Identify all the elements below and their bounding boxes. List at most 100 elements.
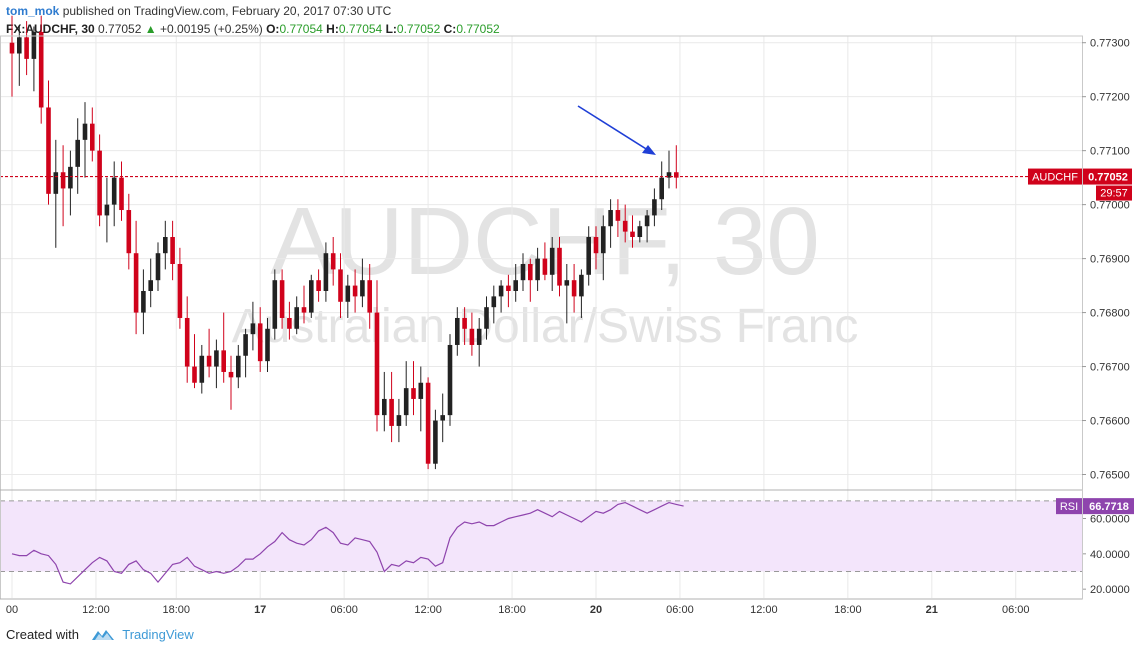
candle-body bbox=[440, 415, 445, 421]
price-tick-label: 0.77100 bbox=[1090, 146, 1130, 158]
candle-body bbox=[272, 280, 278, 329]
candle-body bbox=[674, 172, 679, 178]
created-with-text: Created with bbox=[6, 627, 79, 642]
price-tick-label: 0.76700 bbox=[1090, 362, 1130, 374]
candle-body bbox=[330, 253, 336, 270]
candle-body bbox=[309, 280, 314, 313]
candle-body bbox=[382, 398, 387, 416]
watermark-name: Australian Dollar/Swiss Franc bbox=[232, 300, 859, 353]
candle-body bbox=[411, 388, 416, 399]
candle-body bbox=[214, 350, 219, 367]
price-tick-label: 0.77000 bbox=[1090, 200, 1130, 212]
candle-body bbox=[279, 280, 285, 318]
time-tick-label: 06:00 bbox=[666, 604, 694, 616]
time-tick-label: 12:00 bbox=[750, 604, 778, 616]
candle-body bbox=[9, 42, 15, 54]
candle-body bbox=[228, 371, 234, 378]
candle-body bbox=[549, 247, 555, 275]
candle-body bbox=[38, 31, 44, 108]
candle-body bbox=[316, 280, 321, 291]
rsi-name-tag: RSI bbox=[1060, 501, 1078, 513]
candle-body bbox=[250, 323, 256, 335]
candle-body bbox=[141, 290, 146, 313]
candle-body bbox=[403, 388, 409, 416]
time-tick-label: 06:00 bbox=[330, 604, 358, 616]
footer: Created with TradingView bbox=[6, 627, 194, 642]
tradingview-logo-icon bbox=[91, 630, 114, 640]
up-triangle-icon: ▲ bbox=[144, 22, 157, 36]
candle-body bbox=[528, 264, 533, 281]
candle-body bbox=[418, 382, 424, 399]
time-tick-label: 00 bbox=[6, 604, 18, 616]
candle-body bbox=[593, 237, 599, 254]
arrow-annotation-head bbox=[642, 145, 656, 155]
candle-body bbox=[221, 350, 226, 372]
last-price: 0.77052 bbox=[98, 22, 142, 36]
candle-body bbox=[104, 204, 110, 216]
candle-body bbox=[622, 220, 628, 232]
candle-body bbox=[462, 317, 467, 329]
change-value: +0.00195 (+0.25%) bbox=[160, 22, 263, 36]
current-price-tag-bg bbox=[1082, 168, 1132, 185]
candle-body bbox=[498, 285, 504, 297]
price-tick-label: 0.76800 bbox=[1090, 308, 1130, 320]
candle-body bbox=[345, 285, 351, 302]
candle-body bbox=[206, 355, 212, 367]
candle-body bbox=[360, 280, 365, 297]
candlestick-series bbox=[9, 15, 679, 470]
time-tick-label: 18:00 bbox=[834, 604, 862, 616]
candle-body bbox=[17, 37, 22, 54]
candle-body bbox=[294, 307, 299, 329]
price-tick-label: 0.76500 bbox=[1090, 470, 1130, 482]
candle-body bbox=[637, 226, 643, 238]
candle-body bbox=[287, 317, 292, 329]
candle-body bbox=[192, 366, 197, 383]
candle-body bbox=[68, 166, 73, 189]
candle-body bbox=[659, 177, 664, 200]
candle-body bbox=[184, 317, 190, 367]
close-value: 0.77052 bbox=[456, 22, 500, 36]
candle-body bbox=[469, 328, 475, 345]
candle-body bbox=[177, 264, 183, 318]
candle-body bbox=[564, 280, 570, 286]
time-tick-label: 20 bbox=[590, 604, 602, 616]
close-label: C: bbox=[443, 22, 457, 36]
candle-body bbox=[257, 323, 263, 362]
candle-body bbox=[586, 237, 591, 275]
symbol-label[interactable]: FX:AUDCHF, 30 bbox=[6, 22, 95, 36]
candle-body bbox=[601, 226, 606, 254]
tradingview-brand-link[interactable]: TradingView bbox=[122, 627, 194, 642]
price-tick-label: 0.77300 bbox=[1090, 38, 1130, 50]
candle-body bbox=[53, 172, 59, 194]
high-value: 0.77054 bbox=[338, 22, 383, 36]
candle-body bbox=[75, 139, 80, 167]
axes: 0.77300 0.77200 0.77100 0.77000 0.76900 0.768… bbox=[0, 35, 1130, 616]
candle-body bbox=[630, 231, 635, 238]
candle-body bbox=[24, 37, 29, 59]
candle-body bbox=[119, 177, 124, 211]
candle-body bbox=[46, 107, 51, 194]
candle-body bbox=[97, 150, 102, 216]
candle-body bbox=[374, 312, 380, 416]
candle-body bbox=[425, 382, 431, 464]
high-label: H: bbox=[326, 22, 339, 36]
time-tick-label: 21 bbox=[926, 604, 938, 616]
ohlc-bar: FX:AUDCHF, 30 0.77052 ▲ +0.00195 (+0.25%… bbox=[6, 22, 500, 36]
candle-body bbox=[126, 210, 132, 254]
candle-body bbox=[506, 285, 511, 291]
candle-body bbox=[243, 334, 248, 356]
candle-body bbox=[389, 398, 394, 426]
published-text: published on TradingView.com, February 2… bbox=[62, 4, 392, 18]
time-tick-label: 17 bbox=[254, 604, 266, 616]
open-label: O: bbox=[266, 22, 280, 36]
candle-body bbox=[265, 328, 270, 362]
grid-lines bbox=[0, 36, 1082, 598]
author-link[interactable]: tom_mok bbox=[6, 4, 60, 18]
rsi-tick-label: 60.0000 bbox=[1090, 514, 1130, 526]
candle-body bbox=[90, 123, 95, 151]
rsi-tick-label: 20.0000 bbox=[1090, 584, 1130, 596]
candle-body bbox=[542, 258, 548, 275]
arrow-annotation-line bbox=[577, 105, 652, 153]
